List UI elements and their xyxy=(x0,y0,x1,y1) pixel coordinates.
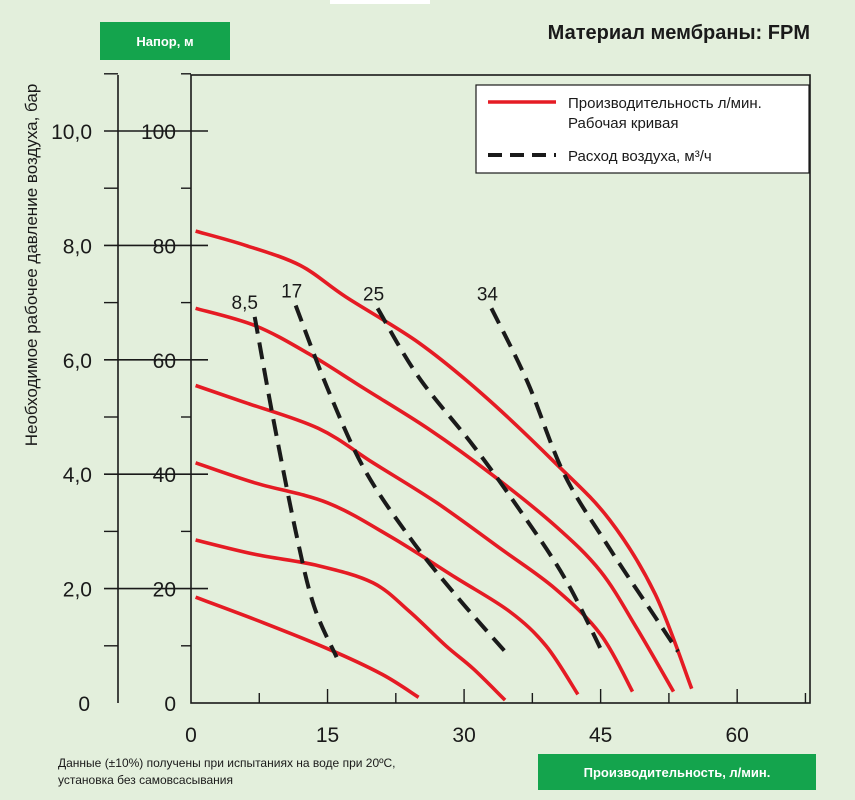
y2-tick-label: 6,0 xyxy=(63,350,92,373)
test-conditions-note: Данные (±10%) получены при испытаниях на… xyxy=(58,755,528,789)
y2-tick-label: 10,0 xyxy=(51,121,92,144)
x-tick-label: 0 xyxy=(185,724,197,747)
performance-curve-6 xyxy=(194,595,420,699)
pressure-axis-label: Необходимое рабочее давление воздуха, ба… xyxy=(22,84,41,447)
x-tick-label: 60 xyxy=(725,724,748,747)
plot-frame xyxy=(104,73,811,704)
note-line-2: установка без самовсасывания xyxy=(58,773,233,787)
y-tick-label: 80 xyxy=(153,235,176,258)
air-curve-label: 8,5 xyxy=(232,293,258,314)
head-axis-badge: Напор, м xyxy=(100,22,230,60)
legend-box xyxy=(475,84,810,174)
air-curve-label: 25 xyxy=(363,284,384,305)
air-curve-4 xyxy=(489,307,680,653)
y-tick-label: 20 xyxy=(153,579,176,602)
x-tick-label: 45 xyxy=(589,724,612,747)
performance-curves xyxy=(194,229,694,702)
y-tick-label: 40 xyxy=(153,464,176,487)
top-strip xyxy=(330,0,430,4)
y-tick-label: 60 xyxy=(153,350,176,373)
y2-tick-label: 4,0 xyxy=(63,464,92,487)
air-curve-2 xyxy=(293,304,507,653)
axis-ticks: 0 20 40 60 80 100 0 2,0 4,0 6,0 8,0 10,0 0 15 30 45 60 Не… xyxy=(22,84,749,747)
air-curve-label: 17 xyxy=(281,281,302,302)
note-line-1: Данные (±10%) получены при испытаниях на… xyxy=(58,756,396,770)
plot-area xyxy=(190,74,811,704)
x-tick-label: 30 xyxy=(452,724,475,747)
legend-label-performance: Производительность л/мин. xyxy=(568,95,762,112)
y-tick-label: 0 xyxy=(164,693,176,716)
air-curve-label: 34 xyxy=(477,284,499,305)
y2-tick-label: 0 xyxy=(78,693,90,716)
legend-label-performance-2: Рабочая кривая xyxy=(568,115,678,132)
air-consumption-curves: 8,5 17 25 34 xyxy=(232,281,680,659)
chart-legend: Производительность л/мин. Рабочая кривая Р… xyxy=(475,84,810,174)
y2-tick-label: 8,0 xyxy=(63,235,92,258)
legend-label-air: Расход воздуха, м³/ч xyxy=(568,148,712,165)
performance-curve-2 xyxy=(195,306,676,693)
x-tick-label: 15 xyxy=(316,724,339,747)
performance-curve-1 xyxy=(195,229,694,690)
performance-curve-4 xyxy=(195,461,580,696)
chart-title: Материал мембраны: FPM xyxy=(547,22,810,44)
flow-axis-badge: Производительность, л/мин. xyxy=(538,754,816,790)
y2-tick-label: 2,0 xyxy=(63,579,92,602)
y-tick-label: 100 xyxy=(141,121,176,144)
air-curve-1 xyxy=(252,316,339,659)
performance-curve-5 xyxy=(195,538,507,702)
